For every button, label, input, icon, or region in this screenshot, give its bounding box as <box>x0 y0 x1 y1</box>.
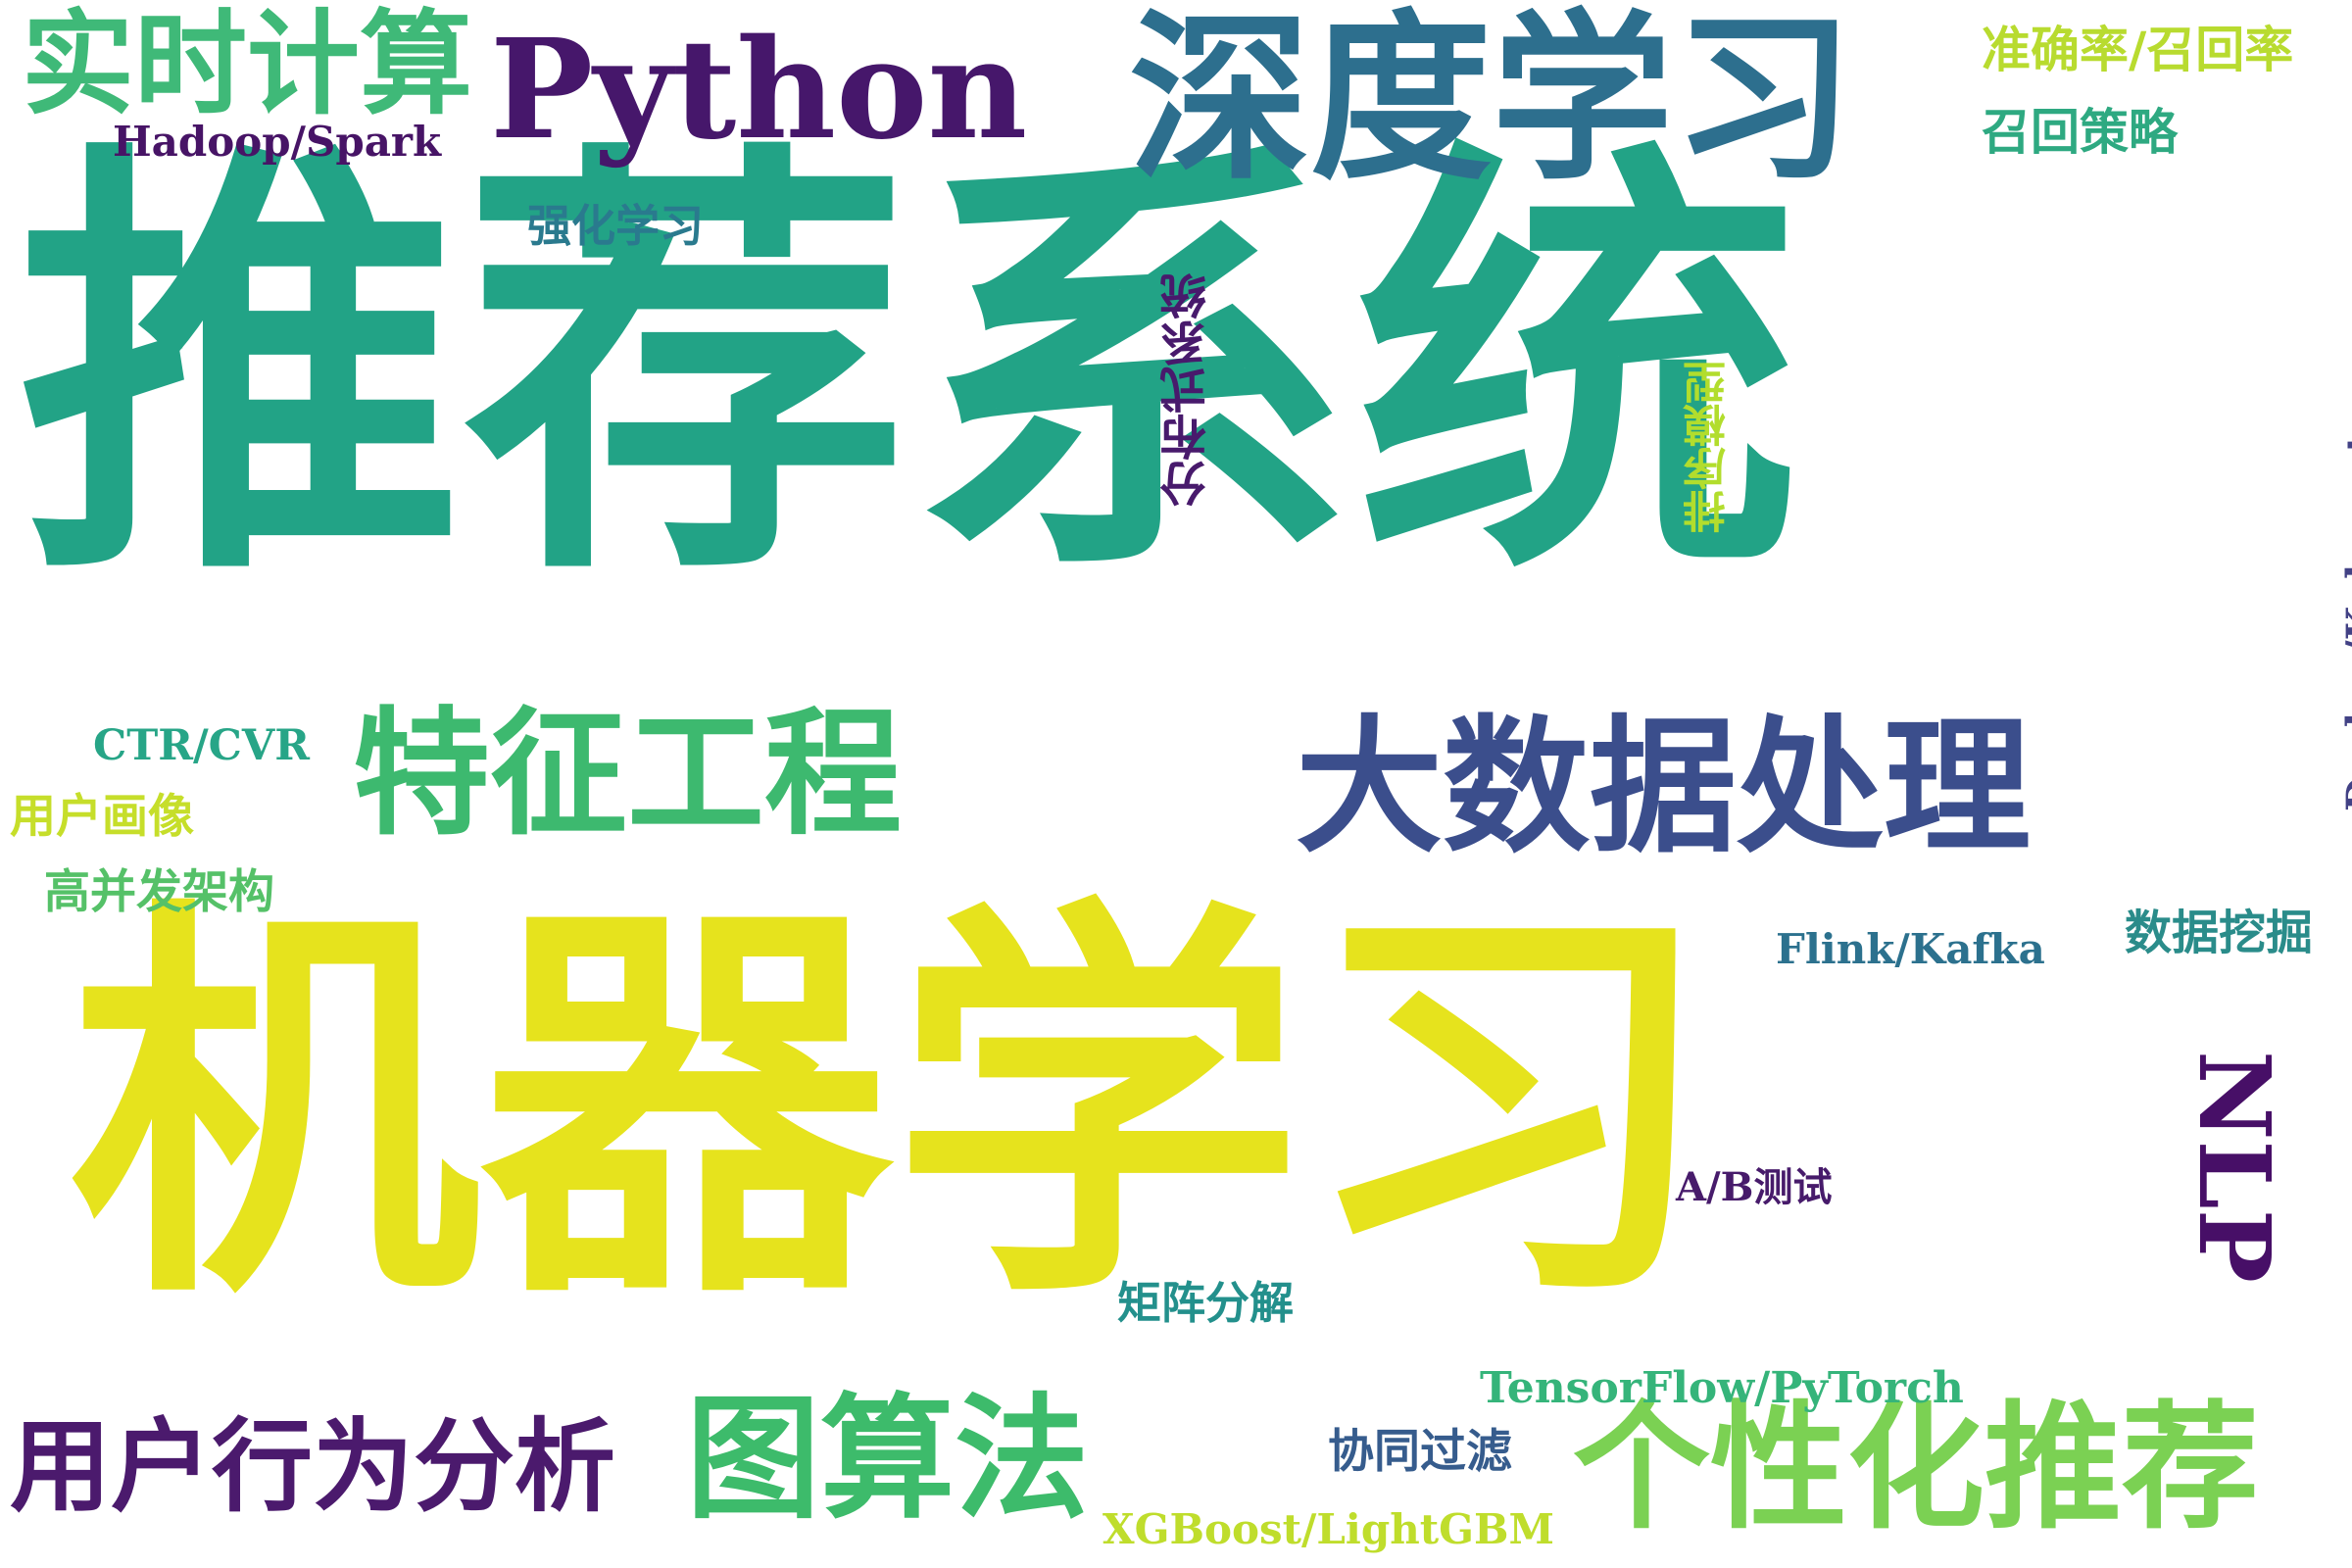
word-flink-kafka: Flink/Kafka <box>1776 925 2045 973</box>
word-tensorflow-pytorch: TensorFlow/PyTorch <box>1480 1363 1964 1413</box>
word-shendu-xuexi: 深度学习 <box>1129 0 1854 205</box>
word-nlp: NLP <box>2177 1051 2292 1283</box>
word-yonghu-huaxiang: 用户画像 <box>10 790 194 844</box>
word-shishi-jisuan: 实时计算 <box>22 0 473 130</box>
word-juzhen-fenjie: 矩阵分解 <box>1117 1277 1295 1329</box>
word-yonghu-xingwei-fenxi: 用户行为分析 <box>10 1407 615 1526</box>
word-docker-kubernetes: Docker/Kubernetes <box>2338 386 2352 811</box>
word-tezheng-gongcheng: 特征工程 <box>353 694 903 855</box>
word-xgboost-lightgbm: XGBoost/LightGBM <box>1102 1505 1555 1553</box>
word-gaobingfa-jiagou: 高并发架构 <box>44 865 274 919</box>
word-zhaohui-celue: 召回策略 <box>1982 103 2178 161</box>
word-qianghua-xuexi: 强化学习 <box>527 200 705 252</box>
word-jiqi-xuexi: 机器学习 <box>69 865 1715 1348</box>
word-dashuju-chuli: 大数据处理 <box>1296 701 2032 873</box>
word-paixu-moxing: 排序模型 <box>1684 361 1734 533</box>
word-shuju-wajue: 数据挖掘 <box>2125 906 2314 960</box>
word-zhunquelv-zhaohuilv: 准确率/召回率 <box>1982 21 2294 78</box>
word-xietong-guolv: 协同过滤 <box>1328 1425 1512 1479</box>
word-ctr-cvr: CTR/CVR <box>93 721 310 770</box>
word-tuijian-xitong: 推荐系统 <box>18 106 1801 629</box>
word-fenbushi-xitong: 分布式系统 <box>1160 272 1215 508</box>
word-hadoop-spark: Hadoop/Spark <box>113 118 442 166</box>
word-ab-ceshi: A/B测试 <box>1676 1164 1833 1210</box>
word-python: Python <box>490 10 1028 171</box>
word-gexinghua-tuijian: 个性化推荐 <box>1573 1388 2260 1548</box>
word-tu-suanfa: 图算法 <box>686 1380 1090 1538</box>
